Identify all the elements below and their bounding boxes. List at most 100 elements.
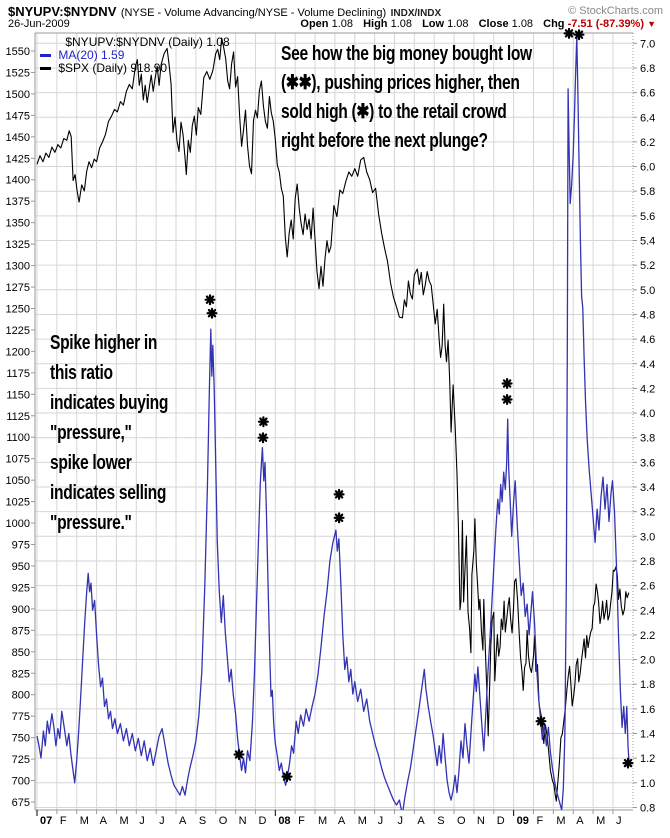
x-axis-tick-label: A: [100, 815, 108, 827]
series-group: [36, 35, 630, 810]
right-axis-tick-label: 3.6: [640, 457, 655, 469]
left-axis-tick-label: 1225: [6, 325, 30, 337]
note-line: "pressure,": [50, 422, 132, 444]
left-axis-tick-label: 1000: [6, 518, 30, 530]
left-axis-tick-label: 1550: [6, 46, 30, 58]
right-axis-tick-label: 4.4: [640, 359, 655, 371]
right-axis-tick-label: 2.0: [640, 655, 655, 667]
asterisk-marker-icon: [257, 432, 269, 444]
plot-border: [34, 32, 634, 811]
x-axis-tick-label: J: [378, 815, 384, 827]
spx-line-swatch-icon: [40, 67, 51, 71]
grid: [35, 33, 633, 810]
x-axis-tick-label: M: [596, 815, 605, 827]
left-axis-tick-label: 800: [12, 690, 30, 702]
x-axis-labels: 07 F M A M J J A S O N D 08 F M A M J J A S O N D 09 F M A M J: [36, 810, 621, 827]
note-line: spike lower: [50, 452, 132, 474]
x-axis-tick-label: D: [258, 815, 266, 827]
note-line: sold high (✱) to the retail crowd: [281, 101, 507, 123]
right-axis-tick-label: 7.0: [640, 38, 655, 50]
x-axis-tick-label: A: [576, 815, 584, 827]
right-axis-tick-label: 5.2: [640, 260, 655, 272]
right-axis-tick-label: 2.6: [640, 581, 655, 593]
note-line: indicates selling: [50, 482, 167, 504]
right-axis-tick-label: 0.8: [640, 802, 655, 814]
right-axis-tick-label: 3.4: [640, 482, 655, 494]
asterisk-marker-icon: [501, 377, 513, 390]
right-axis-tick-label: 1.2: [640, 753, 655, 765]
high-label: High: [363, 18, 388, 30]
asterisk-marker-icon: [204, 294, 216, 306]
x-axis-tick-label: 07: [40, 815, 52, 827]
symbol-description: (NYSE - Volume Advancing/NYSE - Volume D…: [120, 7, 387, 19]
left-axis-tick-label: 1425: [6, 153, 30, 165]
left-axis-tick-label: 950: [12, 561, 30, 573]
asterisk-marker-icon: [257, 416, 269, 428]
x-axis-tick-label: M: [358, 815, 367, 827]
right-axis-tick-label: 6.8: [640, 63, 655, 75]
left-axis-tick-label: 1075: [6, 454, 30, 466]
ma-line-swatch-icon: [40, 54, 51, 58]
x-axis-tick-label: M: [318, 815, 327, 827]
left-axis-tick-label: 900: [12, 604, 30, 616]
low-label: Low: [422, 18, 445, 30]
close-value: 1.08: [511, 18, 534, 30]
x-axis-tick-label: J: [139, 815, 145, 827]
asterisk-marker-icon: [333, 512, 345, 524]
right-axis-tick-label: 3.2: [640, 507, 655, 519]
x-axis-tick-label: J: [159, 815, 165, 827]
x-axis-tick-label: M: [119, 815, 128, 827]
left-axis-tick-label: 1450: [6, 132, 30, 144]
right-axis-labels: 0.8 1.0 1.2 1.4 1.6 1.8 2.0 2.2 2.4 2.6 2.8 3.0 3.2 3…: [633, 38, 655, 814]
left-axis-tick-label: 1350: [6, 218, 30, 230]
left-axis-tick-label: 1100: [6, 432, 30, 444]
asterisk-markers: [204, 27, 634, 783]
asterisk-marker-icon: [233, 748, 245, 761]
x-axis-tick-label: O: [457, 815, 466, 827]
chg-label: Chg: [543, 18, 565, 30]
chg-value: -7.51 (-87.39%): [567, 18, 645, 30]
left-axis-tick-label: 1150: [6, 389, 30, 401]
symbol-title: $NYUPV:$NYDNV: [8, 4, 117, 19]
right-axis-tick-label: 2.2: [640, 630, 655, 642]
ratio-line: [36, 35, 630, 810]
left-axis-tick-label: 1400: [6, 175, 30, 187]
left-axis-tick-label: 875: [12, 625, 30, 637]
copyright-label: © StockCharts.com: [568, 5, 663, 17]
x-axis-tick-label: A: [338, 815, 346, 827]
x-axis-tick-label: A: [417, 815, 425, 827]
left-axis-tick-label: 725: [12, 754, 30, 766]
right-axis-tick-label: 6.2: [640, 137, 655, 149]
right-axis-tick-label: 4.8: [640, 309, 655, 321]
left-axis-tick-label: 1300: [6, 261, 30, 273]
x-axis-tick-label: 08: [278, 815, 290, 827]
low-value: 1.08: [447, 18, 469, 30]
open-label: Open: [300, 18, 329, 30]
left-axis-tick-label: 1125: [6, 411, 30, 423]
right-axis-tick-label: 5.0: [640, 285, 655, 297]
x-axis-tick-label: N: [239, 815, 247, 827]
x-axis-tick-label: F: [298, 815, 305, 827]
asterisk-marker-icon: [501, 393, 513, 406]
asterisk-marker-icon: [563, 27, 575, 39]
right-axis-tick-label: 1.6: [640, 704, 655, 716]
x-axis-tick-label: D: [497, 815, 505, 827]
annotation-top-note: See how the big money bought low (✱✱), pu…: [281, 40, 532, 156]
asterisk-marker-icon: [535, 715, 547, 727]
right-axis-tick-label: 1.8: [640, 679, 655, 691]
high-value: 1.08: [390, 18, 412, 30]
note-line: right before the next plunge?: [281, 130, 488, 152]
close-label: Close: [478, 18, 509, 30]
asterisk-marker-icon: [573, 29, 585, 41]
right-axis-tick-label: 6.6: [640, 88, 655, 100]
title-row: $NYUPV:$NYDNV (NYSE - Volume Advancing/N…: [8, 3, 663, 21]
chart-date: 26-Jun-2009: [8, 18, 70, 30]
chg-down-arrow-icon[interactable]: ▼: [647, 19, 656, 29]
right-axis-tick-label: 3.8: [640, 433, 655, 445]
note-line: (✱✱), pushing prices higher, then: [281, 72, 520, 94]
legend-ma-label: MA(20) 1.59: [58, 48, 125, 62]
note-line: Spike higher in: [50, 332, 158, 354]
right-axis-tick-label: 4.6: [640, 334, 655, 346]
left-axis-tick-label: 925: [12, 582, 30, 594]
left-axis-tick-label: 825: [12, 668, 30, 680]
